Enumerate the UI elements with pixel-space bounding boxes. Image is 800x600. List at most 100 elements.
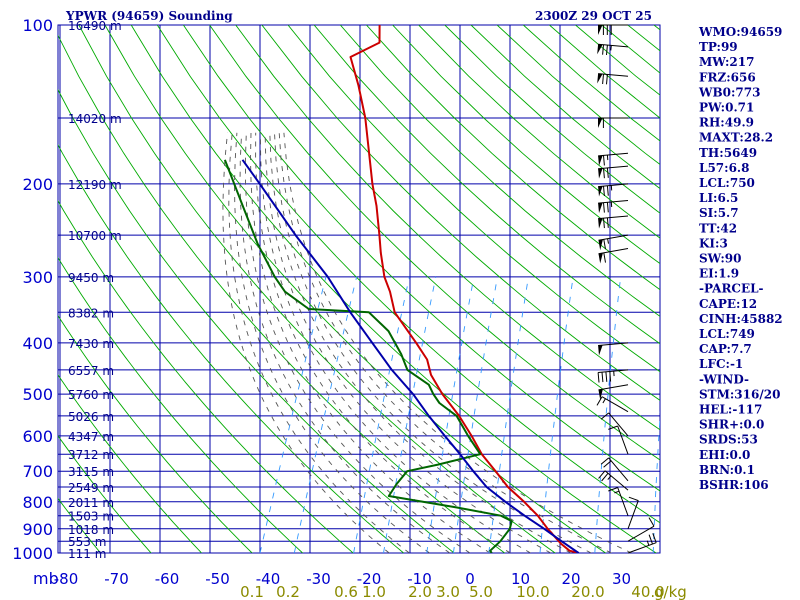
temperature-tick-label: 0 (465, 570, 475, 588)
temperature-tick-label: -80 (54, 570, 79, 588)
index-line: HEL:-117 (699, 403, 762, 417)
moist-adiabat (222, 132, 390, 553)
height-label: 111 m (68, 547, 106, 561)
dry-adiabat (58, 374, 203, 553)
temperature-tick-label: -30 (306, 570, 331, 588)
wind-barb (598, 248, 629, 264)
dewpoint-profile (223, 159, 513, 553)
pressure-unit-label: mb (33, 569, 59, 588)
height-label: 12190 m (68, 178, 122, 192)
barb-staff (598, 152, 629, 157)
chart-title: YPWR (94659) Sounding (65, 9, 233, 23)
wind-barb (597, 73, 629, 85)
temperature-tick-label: 20 (561, 570, 580, 588)
barb-feather (600, 457, 610, 465)
height-label: 10700 m (68, 229, 122, 243)
dry-adiabat (366, 25, 660, 291)
wind-barb (598, 200, 629, 214)
wind-barb (608, 487, 629, 516)
moist-adiabat (255, 132, 511, 553)
mixing-ratio-label: 40.0 (631, 583, 664, 600)
dry-adiabat (58, 34, 506, 553)
height-label: 16490 m (68, 19, 122, 33)
barb-half-feather (602, 398, 606, 404)
height-label: 1018 m (68, 523, 114, 537)
moist-adiabat (234, 132, 430, 553)
barb-feather (603, 202, 605, 213)
barb-feather (603, 186, 605, 197)
wind-barb (598, 183, 629, 197)
pressure-tick-label: 200 (22, 175, 53, 194)
barb-pennant (598, 186, 603, 197)
mixing-ratio-line (594, 276, 622, 553)
barb-staff (598, 43, 629, 48)
height-label: 7430 m (68, 337, 114, 351)
index-line: BSHR:106 (699, 478, 769, 492)
barb-feather (606, 202, 609, 213)
wind-barb (598, 165, 629, 179)
index-line: PW:0.71 (699, 101, 754, 115)
dry-adiabat (58, 143, 405, 553)
moist-adiabat (250, 132, 491, 553)
wind-barbs (596, 24, 657, 554)
pressure-tick-label: 800 (22, 493, 53, 512)
index-line: WB0:773 (698, 85, 760, 99)
mixing-ratio-label: 0.2 (276, 583, 300, 600)
barb-pennant (598, 168, 603, 179)
barb-feather (648, 534, 653, 545)
pressure-tick-label: 600 (22, 427, 53, 446)
barb-pennant (598, 345, 603, 356)
barb-pennant (598, 202, 603, 214)
barb-half-feather (607, 238, 609, 244)
index-line: L57:6.8 (699, 161, 749, 175)
barb-feather (606, 167, 609, 178)
index-line: CAPE:12 (699, 297, 757, 311)
barb-feather (603, 239, 606, 250)
dry-adiabat (287, 25, 660, 373)
barb-pennant (598, 239, 603, 251)
barb-feather (596, 396, 603, 406)
barb-feather (628, 496, 639, 502)
wind-barb (598, 234, 629, 251)
moist-adiabat (264, 132, 552, 553)
index-line: MAXT:28.2 (699, 131, 773, 145)
dry-adiabat (58, 314, 253, 553)
temperature-tick-label: -20 (357, 570, 382, 588)
mixing-ratio-line (452, 276, 498, 553)
height-label: 2011 m (68, 496, 114, 510)
barb-feather (648, 517, 655, 527)
barb-staff (601, 396, 629, 413)
dry-adiabat (58, 497, 102, 553)
mixing-ratio-label: 3.0 (436, 583, 460, 600)
wind-barb (600, 412, 629, 437)
pressure-tick-label: 300 (22, 268, 53, 287)
temperature-tick-label: -10 (407, 570, 432, 588)
barb-half-feather (607, 475, 612, 480)
barb-feather (606, 74, 608, 85)
barb-feather (603, 168, 605, 179)
index-line: LI:6.5 (699, 191, 738, 205)
mixing-ratio-line (259, 276, 327, 553)
index-line: KI:3 (699, 236, 728, 250)
index-line: CINH:45882 (699, 312, 783, 326)
wind-barb (627, 496, 639, 529)
index-line: RH:49.9 (699, 116, 754, 130)
moist-adiabat (244, 132, 471, 553)
barb-pennant (598, 218, 603, 229)
barb-half-feather (610, 45, 612, 51)
wind-barb (608, 425, 629, 455)
height-label: 4347 m (68, 430, 114, 444)
barb-pennant (597, 73, 603, 84)
barb-half-feather (614, 490, 620, 494)
barb-feather (603, 252, 606, 263)
pressure-tick-label: 1000 (12, 544, 53, 563)
wind-barb (598, 24, 628, 35)
barb-feather (608, 425, 618, 430)
parcel-profile (241, 159, 580, 553)
barb-feather (601, 472, 609, 482)
index-line: SW:90 (699, 252, 741, 266)
thermo-lines (58, 25, 660, 553)
height-label: 5760 m (68, 388, 114, 402)
barb-feather (606, 185, 609, 196)
